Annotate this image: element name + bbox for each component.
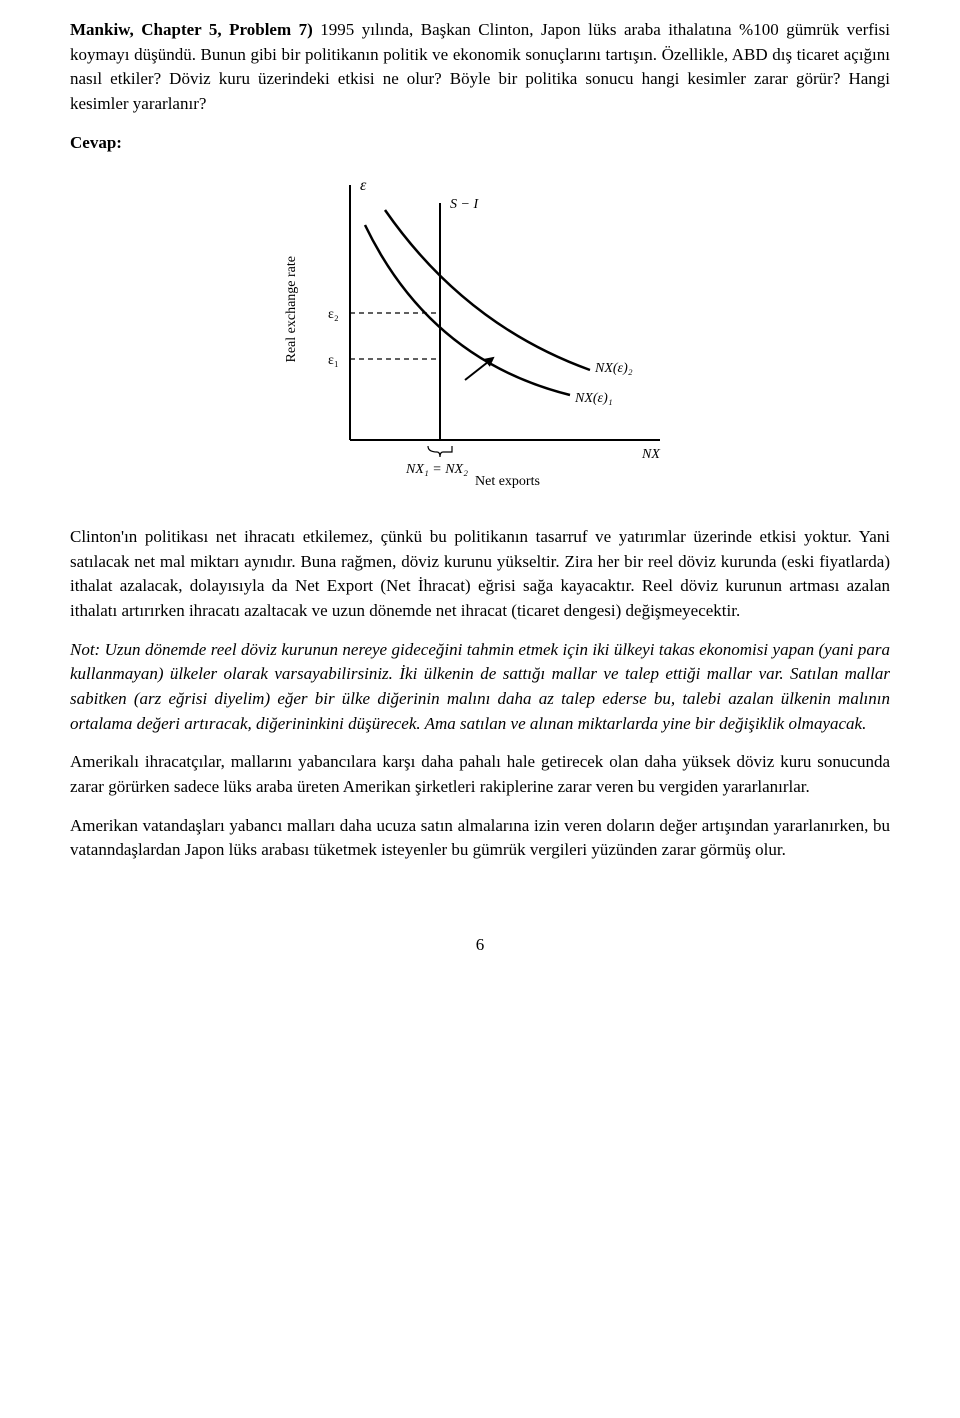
svg-text:NX(ε)₁: NX(ε)₁ [574,391,613,406]
answer-label: Cevap: [70,131,890,156]
analysis-paragraph-1: Clinton'ın politikası net ihracatı etkil… [70,525,890,624]
problem-paragraph: Mankiw, Chapter 5, Problem 7) 1995 yılın… [70,18,890,117]
nx-exchange-rate-chart: Real exchange rate ε Net exports NX S − I NX(… [265,165,695,495]
svg-text:NX(ε)₂: NX(ε)₂ [594,361,633,376]
problem-title: Mankiw, Chapter 5, Problem 7) [70,20,313,39]
svg-text:Real exchange rate: Real exchange rate [284,256,299,363]
svg-text:NX₁ = NX₂: NX₁ = NX₂ [405,462,468,477]
chart-container: Real exchange rate ε Net exports NX S − I NX(… [70,165,890,495]
svg-text:ε₂: ε₂ [328,307,339,322]
analysis-paragraph-3: Amerikan vatandaşları yabancı malları da… [70,814,890,863]
analysis-paragraph-2: Amerikalı ihracatçılar, mallarını yabanc… [70,750,890,799]
svg-text:Net exports: Net exports [475,474,540,489]
svg-text:S − I: S − I [450,197,479,212]
svg-text:ε: ε [360,177,367,194]
page-number: 6 [70,933,890,958]
note-paragraph: Not: Uzun dönemde reel döviz kurunun ner… [70,638,890,737]
svg-text:ε₁: ε₁ [328,353,339,368]
svg-text:NX: NX [641,447,660,462]
